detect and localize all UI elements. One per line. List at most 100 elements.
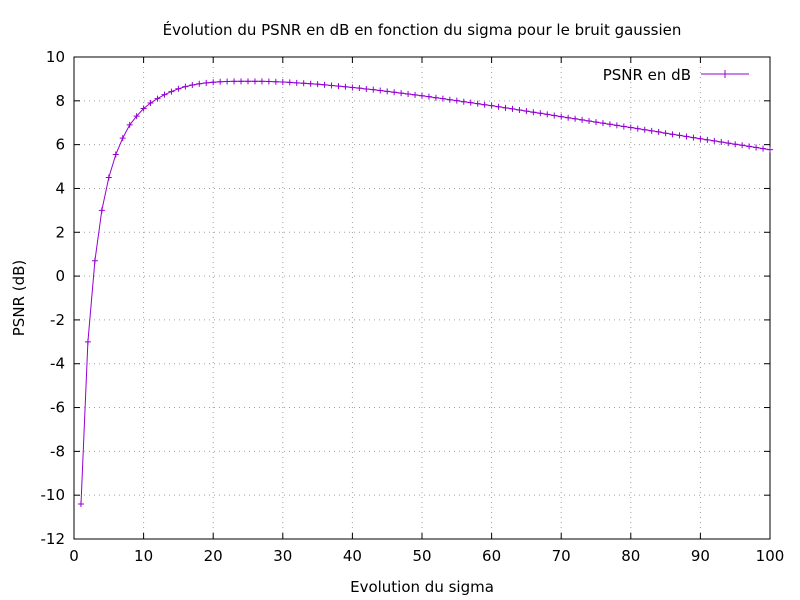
data-point-marker [398,90,405,97]
data-point-marker [697,135,704,142]
data-point-marker [593,119,599,126]
legend: PSNR en dB [603,66,749,84]
data-point-marker [140,105,147,112]
data-point-marker [217,78,224,85]
data-point-marker [481,101,488,108]
data-point-marker [474,100,481,107]
data-point-marker [119,135,126,142]
data-point-marker [168,88,175,95]
data-point-marker [293,79,300,86]
data-point-marker [356,85,363,92]
data-point-marker [641,126,648,133]
data-point-marker [245,78,251,85]
data-point-marker [523,108,530,115]
data-point-marker [620,123,627,130]
x-tick-label: 90 [691,547,710,565]
data-point-marker [286,79,293,86]
y-tick-label: 6 [55,136,65,154]
data-point-marker [377,87,384,94]
data-point-marker [231,78,238,85]
y-tick-label: 4 [55,179,65,197]
data-point-marker [335,83,342,90]
x-tick-label: 80 [621,547,640,565]
y-tick-label: -8 [50,442,65,460]
data-point-marker [405,91,412,98]
data-point-marker [718,139,725,146]
data-point-marker [502,104,509,111]
data-point-marker [739,142,746,149]
data-point-marker [154,95,161,102]
data-point-marker [321,81,328,88]
data-point-marker [307,80,314,87]
data-point-marker [753,144,760,151]
grid [74,57,770,539]
x-tick-label: 100 [756,547,785,565]
data-point-marker [495,103,502,110]
data-point-marker [572,115,579,122]
data-point-marker [704,136,711,143]
data-point-marker [419,92,425,99]
data-point-marker [613,122,620,129]
data-point-marker [147,100,154,107]
data-point-marker [446,96,453,103]
data-point-marker [558,113,565,120]
data-point-marker [189,82,196,89]
data-point-marker [272,78,279,85]
data-point-marker [126,121,133,128]
data-point-marker [467,99,474,106]
data-point-marker [265,78,272,85]
data-point-marker [412,91,419,98]
data-point-marker [683,133,690,140]
y-tick-label: -2 [50,311,65,329]
data-point-marker [224,78,231,85]
data-point-marker [300,80,307,87]
data-point-marker [732,141,739,148]
data-point-marker [537,110,544,117]
y-tick-label: 10 [46,48,65,66]
data-point-marker [133,113,140,120]
data-point-marker [210,79,217,86]
x-tick-label: 0 [69,547,79,565]
x-tick-label: 50 [412,547,431,565]
data-point-marker [676,132,683,139]
chart-title: Évolution du PSNR en dB en fonction du s… [163,20,682,39]
data-point-marker [77,500,84,507]
data-point-marker [251,78,258,85]
y-tick-label: -6 [50,399,65,417]
data-point-marker [238,78,245,85]
psnr-series-line [80,80,771,504]
data-point-marker [314,81,321,88]
y-tick-label: 2 [55,223,65,241]
data-point-marker [516,107,523,114]
x-tick-label: 30 [273,547,292,565]
data-point-marker [203,79,210,86]
data-point-marker [349,84,356,91]
data-point-marker [627,124,634,131]
data-point-marker [579,116,586,123]
data-point-marker [586,117,593,124]
data-point-marker [544,111,551,118]
data-point-marker [425,93,432,100]
data-point-marker [551,112,558,119]
data-point-marker [690,134,697,141]
x-axis-label: Evolution du sigma [350,578,494,596]
data-point-marker [760,145,767,152]
data-point-marker [648,127,655,134]
data-point-marker [363,85,370,92]
data-point-marker [460,98,467,105]
data-point-marker [599,120,606,127]
data-point-marker [432,94,439,101]
data-point-marker [725,140,732,147]
data-point-marker [370,86,377,93]
data-point-marker [634,125,641,132]
series [77,78,773,507]
data-point-marker [91,257,98,264]
data-point-marker [328,82,335,89]
data-point-marker [391,89,398,96]
data-point-marker [439,95,446,102]
data-point-marker [84,338,91,345]
data-point-marker [530,109,537,116]
x-tick-label: 70 [552,547,571,565]
data-point-marker [105,174,112,181]
data-point-marker [711,137,718,144]
